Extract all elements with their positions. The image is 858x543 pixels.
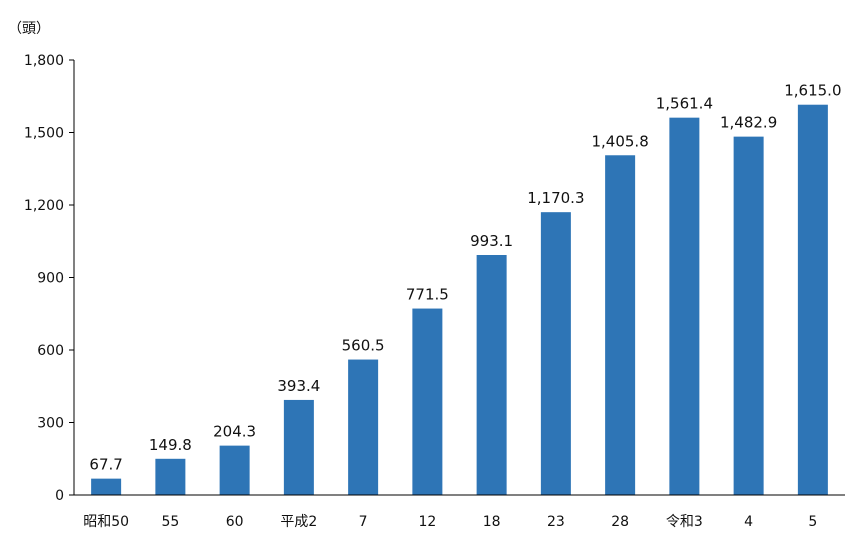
bar — [733, 136, 764, 495]
bar — [797, 104, 828, 495]
bar — [540, 212, 571, 496]
bar — [476, 255, 507, 495]
x-tick-label: 12 — [418, 514, 436, 530]
bar — [283, 399, 314, 495]
x-tick-label: 18 — [483, 514, 501, 530]
y-axis-unit-label: （頭） — [8, 21, 50, 37]
bar — [155, 458, 186, 495]
x-tick-label: 7 — [359, 514, 368, 530]
y-tick-label: 600 — [37, 343, 64, 359]
bar-value-label: 1,170.3 — [527, 189, 584, 207]
y-tick-label: 300 — [37, 416, 64, 432]
x-tick-label: 60 — [226, 514, 244, 530]
bar-value-label: 993.1 — [470, 232, 513, 250]
bar — [605, 155, 636, 495]
bar-value-label: 560.5 — [342, 337, 385, 355]
bar-value-label: 204.3 — [213, 423, 256, 441]
bar-value-label: 393.4 — [277, 377, 320, 395]
y-tick-label: 1,800 — [24, 53, 64, 69]
bar — [348, 359, 379, 495]
x-tick-label: 令和3 — [666, 514, 703, 530]
bar — [219, 445, 250, 495]
bar — [412, 308, 443, 495]
y-axis-ticks: 0 300 600 900 1,200 1,500 1,800 — [24, 53, 74, 504]
bar-value-label: 67.7 — [89, 456, 122, 474]
y-tick-label: 0 — [55, 488, 64, 504]
y-tick-label: 900 — [37, 271, 64, 287]
x-tick-label: 55 — [161, 514, 179, 530]
bar-value-label: 1,615.0 — [784, 82, 841, 100]
y-tick-label: 1,200 — [24, 198, 64, 214]
bars — [91, 104, 828, 496]
x-tick-label: 平成2 — [280, 514, 317, 530]
bar — [669, 117, 700, 495]
bar-value-label: 1,482.9 — [720, 114, 777, 132]
bar-value-label: 1,561.4 — [656, 95, 713, 113]
bar — [91, 478, 122, 495]
x-tick-label: 昭和50 — [83, 514, 129, 530]
value-labels: 67.7 149.8 204.3 393.4 560.5 771.5 993.1 1,170.… — [89, 82, 841, 474]
x-tick-label: 23 — [547, 514, 565, 530]
y-tick-label: 1,500 — [24, 126, 64, 142]
x-tick-label: 28 — [611, 514, 629, 530]
x-tick-label: 5 — [808, 514, 817, 530]
bar-value-label: 1,405.8 — [591, 132, 648, 150]
x-axis-ticks: 昭和50 55 60 平成2 7 12 18 23 28 令和3 4 5 — [83, 514, 817, 530]
bar-value-label: 771.5 — [406, 286, 449, 304]
bar-value-label: 149.8 — [149, 436, 192, 454]
x-tick-label: 4 — [744, 514, 753, 530]
